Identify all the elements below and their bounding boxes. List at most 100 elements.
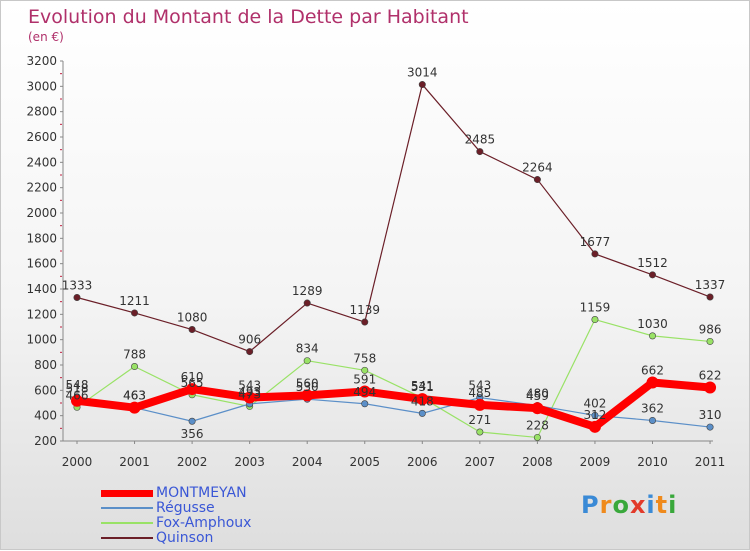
data-point xyxy=(418,409,426,417)
y-tick-label: 1600 xyxy=(26,257,57,271)
x-tick-label: 2006 xyxy=(407,455,438,469)
data-point xyxy=(648,416,656,424)
data-point xyxy=(648,332,656,340)
data-label: 402 xyxy=(583,396,606,410)
x-tick-label: 2011 xyxy=(695,455,726,469)
legend-label: Régusse xyxy=(156,500,215,516)
data-point xyxy=(186,383,199,396)
data-label: 466 xyxy=(66,388,89,402)
data-point xyxy=(704,381,717,394)
data-label: 548 xyxy=(66,378,89,392)
data-label: 541 xyxy=(411,379,434,393)
data-point xyxy=(246,348,254,356)
data-label: 362 xyxy=(641,401,664,415)
legend-label: MONTMEYAN xyxy=(156,485,247,501)
legend-label: Quinson xyxy=(156,530,214,546)
logo-letter: i xyxy=(668,491,678,519)
y-tick-label: 2800 xyxy=(26,105,57,119)
data-point xyxy=(476,428,484,436)
y-tick-label: 2000 xyxy=(26,206,57,220)
data-label: 543 xyxy=(238,379,261,393)
data-label: 485 xyxy=(468,386,491,400)
data-point xyxy=(188,326,196,334)
data-label: 591 xyxy=(353,372,376,386)
y-tick-label: 2400 xyxy=(26,155,57,169)
data-point xyxy=(591,316,599,324)
data-label: 788 xyxy=(123,348,146,362)
data-point xyxy=(473,398,486,411)
y-tick-label: 400 xyxy=(34,409,57,423)
data-label: 1080 xyxy=(177,311,208,325)
data-label: 543 xyxy=(468,379,491,393)
data-point xyxy=(131,309,139,317)
x-tick-label: 2001 xyxy=(119,455,150,469)
data-label: 662 xyxy=(641,363,664,377)
data-point xyxy=(188,417,196,425)
y-tick-label: 1200 xyxy=(26,307,57,321)
y-tick-label: 1800 xyxy=(26,231,57,245)
x-tick-label: 2004 xyxy=(292,455,323,469)
data-label: 480 xyxy=(526,387,549,401)
data-label: 560 xyxy=(296,376,319,390)
data-label: 518 xyxy=(66,382,89,396)
chart-subtitle: (en €) xyxy=(28,30,64,44)
data-label: 2485 xyxy=(465,133,496,147)
data-label: 1139 xyxy=(349,303,380,317)
x-tick-label: 2002 xyxy=(177,455,208,469)
logo-letter: o xyxy=(612,491,630,519)
data-point xyxy=(531,402,544,415)
series-line xyxy=(76,83,711,353)
data-label: 463 xyxy=(123,389,146,403)
y-tick-label: 200 xyxy=(34,434,57,448)
data-label: 1677 xyxy=(580,235,611,249)
legend-swatch xyxy=(101,522,153,524)
data-label: 2264 xyxy=(522,161,553,175)
data-point xyxy=(73,293,81,301)
legend-swatch xyxy=(101,490,153,497)
data-point xyxy=(301,389,314,402)
data-point xyxy=(418,81,426,89)
x-tick-label: 2005 xyxy=(349,455,380,469)
data-point xyxy=(648,271,656,279)
data-label: 1211 xyxy=(119,294,150,308)
data-label: 312 xyxy=(583,408,606,422)
data-point xyxy=(591,411,599,419)
data-point xyxy=(131,363,139,371)
data-label: 531 xyxy=(411,380,434,394)
data-label: 463 xyxy=(123,389,146,403)
data-label: 610 xyxy=(181,370,204,384)
data-point xyxy=(361,400,369,408)
legend-swatch xyxy=(101,537,153,539)
data-label: 1337 xyxy=(695,278,726,292)
data-label: 565 xyxy=(181,376,204,390)
data-point xyxy=(71,394,83,407)
x-tick-label: 2007 xyxy=(465,455,496,469)
data-label: 1512 xyxy=(637,256,668,270)
y-tick-label: 2200 xyxy=(26,181,57,195)
logo-letter: i xyxy=(646,491,656,519)
legend-swatch xyxy=(101,507,153,509)
data-point xyxy=(128,401,141,414)
data-point xyxy=(706,293,714,301)
data-point xyxy=(416,393,429,406)
y-tick-label: 800 xyxy=(34,358,57,372)
data-point xyxy=(533,176,541,184)
logo-letter: r xyxy=(599,491,613,519)
data-point xyxy=(303,299,311,307)
logo-letter: x xyxy=(629,491,647,519)
data-point xyxy=(646,376,659,389)
data-point xyxy=(588,420,601,433)
data-label: 834 xyxy=(296,342,319,356)
data-label: 758 xyxy=(353,351,376,365)
data-label: 530 xyxy=(296,380,319,394)
data-point xyxy=(476,148,484,156)
data-point xyxy=(303,357,311,365)
y-tick-label: 600 xyxy=(34,383,57,397)
data-point xyxy=(361,318,369,326)
data-point xyxy=(706,337,714,345)
legend-label: Fox-Amphoux xyxy=(156,515,252,531)
data-label: 493 xyxy=(238,385,261,399)
data-point xyxy=(361,366,369,374)
